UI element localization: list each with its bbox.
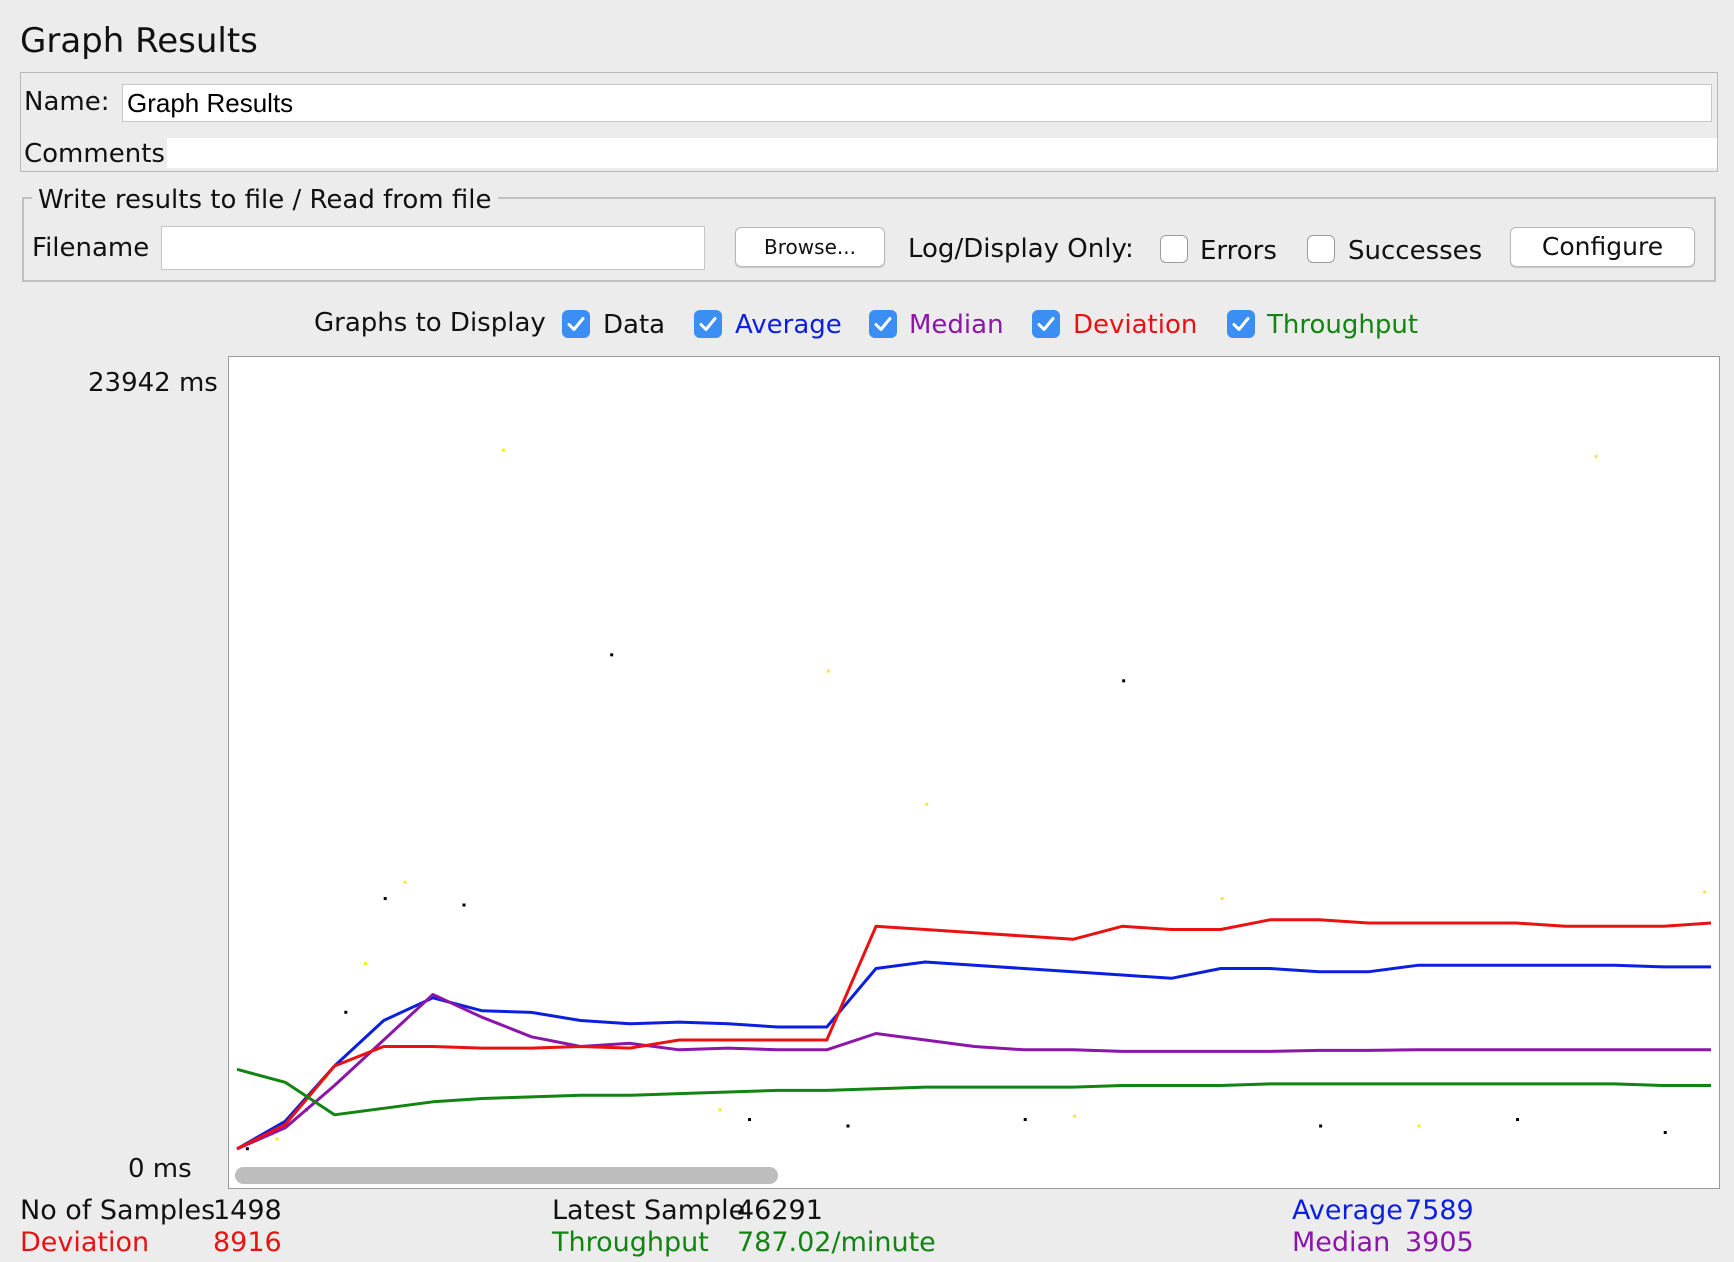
data-point <box>462 903 466 907</box>
average-stat-value: 7589 <box>1405 1195 1474 1226</box>
browse-button[interactable]: Browse... <box>735 227 885 267</box>
average-stat-label: Average <box>1292 1195 1403 1226</box>
errors-checkbox[interactable] <box>1160 235 1188 263</box>
data-point <box>718 1108 722 1112</box>
deviation-option-label: Deviation <box>1073 310 1198 340</box>
data-point <box>846 1124 850 1128</box>
data-point <box>1220 897 1224 901</box>
data-point <box>826 669 830 673</box>
data-point <box>1663 1131 1667 1135</box>
median-option-label: Median <box>909 310 1004 340</box>
throughput-stat-label: Throughput <box>552 1227 709 1258</box>
data-point <box>610 653 614 657</box>
successes-label: Successes <box>1348 236 1483 266</box>
samples-value: 1498 <box>213 1195 282 1226</box>
data-point <box>1122 679 1126 683</box>
panel-title: Graph Results <box>20 21 258 61</box>
median-checkbox[interactable] <box>869 310 897 338</box>
data-point <box>245 1147 249 1151</box>
checkmark-icon <box>1037 317 1055 331</box>
data-option-label: Data <box>603 310 666 340</box>
median-stat-label: Median <box>1292 1227 1391 1258</box>
configure-button[interactable]: Configure <box>1510 227 1695 267</box>
deviation-stat-value: 8916 <box>213 1227 282 1258</box>
average-checkbox[interactable] <box>694 310 722 338</box>
checkmark-icon <box>567 317 585 331</box>
data-point <box>403 880 407 884</box>
data-point <box>275 1137 279 1141</box>
checkmark-icon <box>699 317 717 331</box>
deviation-checkbox[interactable] <box>1032 310 1060 338</box>
comments-label: Comments: <box>24 139 174 169</box>
y-axis-min-label: 0 ms <box>128 1154 192 1184</box>
file-group-legend: Write results to file / Read from file <box>32 184 498 216</box>
data-point <box>344 1010 348 1014</box>
data-checkbox[interactable] <box>562 310 590 338</box>
log-display-label: Log/Display Only: <box>908 234 1134 264</box>
comments-field[interactable] <box>167 138 1717 168</box>
name-field[interactable] <box>122 84 1712 122</box>
deviation-series-line <box>236 918 1712 1151</box>
name-label: Name: <box>24 87 110 117</box>
filename-label: Filename <box>32 233 150 263</box>
data-point <box>1023 1118 1027 1122</box>
results-chart <box>236 448 1712 1151</box>
average-option-label: Average <box>735 310 842 340</box>
horizontal-scrollbar-thumb[interactable] <box>235 1167 778 1184</box>
graph-canvas <box>228 356 1720 1189</box>
latest-sample-value: 46291 <box>737 1195 823 1226</box>
throughput-option-label: Throughput <box>1267 310 1419 340</box>
data-point <box>1594 455 1598 459</box>
checkmark-icon <box>1232 317 1250 331</box>
throughput-stat-value: 787.02/minute <box>737 1227 936 1258</box>
y-axis-max-label: 23942 ms <box>88 368 218 398</box>
data-point <box>1319 1124 1323 1128</box>
file-group-box <box>22 197 1716 282</box>
throughput-series-line <box>236 1067 1711 1117</box>
data-point <box>1516 1118 1520 1122</box>
data-point <box>1417 1124 1421 1128</box>
samples-label: No of Samples <box>20 1195 216 1226</box>
graphs-to-display-label: Graphs to Display <box>314 308 546 338</box>
data-point <box>501 448 505 452</box>
data-point <box>925 802 929 806</box>
data-point <box>383 897 387 901</box>
deviation-stat-label: Deviation <box>20 1227 150 1258</box>
latest-sample-label: Latest Sample <box>552 1195 746 1226</box>
median-series-line <box>236 993 1711 1151</box>
median-stat-value: 3905 <box>1405 1227 1474 1258</box>
successes-checkbox[interactable] <box>1307 235 1335 263</box>
data-point <box>1072 1114 1076 1118</box>
filename-field[interactable] <box>161 226 705 270</box>
errors-label: Errors <box>1200 236 1277 266</box>
average-series-line <box>236 960 1711 1151</box>
checkmark-icon <box>874 317 892 331</box>
data-point <box>1703 890 1707 894</box>
throughput-checkbox[interactable] <box>1227 310 1255 338</box>
data-point <box>748 1118 752 1122</box>
data-point <box>364 962 368 966</box>
